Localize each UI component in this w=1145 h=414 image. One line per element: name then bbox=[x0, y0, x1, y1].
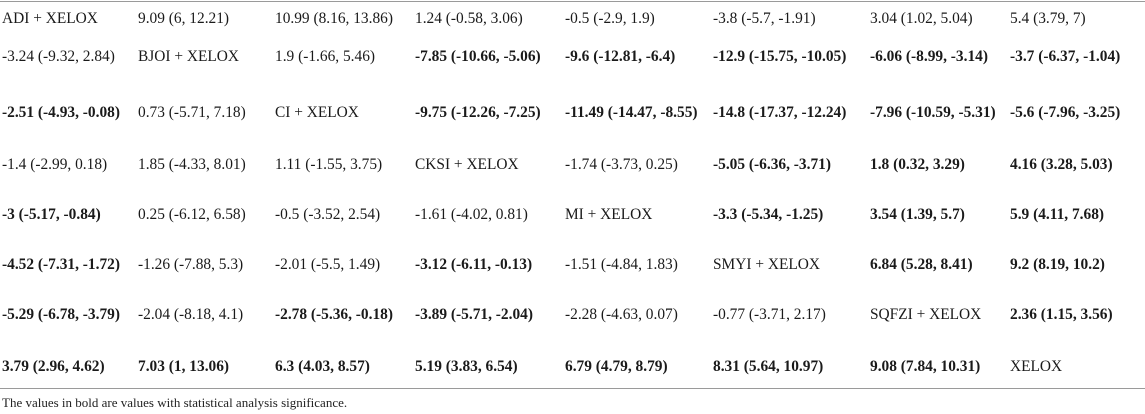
table-cell: -3.7 (-6.37, -1.04) bbox=[1010, 48, 1121, 65]
table-cell: -5.6 (-7.96, -3.25) bbox=[1010, 104, 1121, 121]
table-cell: -1.74 (-3.73, 0.25) bbox=[565, 156, 678, 173]
table-cell: -3.8 (-5.7, -1.91) bbox=[713, 10, 816, 27]
table-cell: 5.19 (3.83, 6.54) bbox=[415, 358, 518, 375]
table-cell: -2.78 (-5.36, -0.18) bbox=[275, 306, 393, 323]
table-cell: 7.03 (1, 13.06) bbox=[138, 358, 230, 375]
table-cell: 3.04 (1.02, 5.04) bbox=[870, 10, 973, 27]
table-footnote: The values in bold are values with stati… bbox=[2, 395, 348, 410]
table-cell: 10.99 (8.16, 13.86) bbox=[275, 10, 393, 27]
table-cell: -1.51 (-4.84, 1.83) bbox=[565, 256, 678, 273]
table-cell: -1.4 (-2.99, 0.18) bbox=[2, 156, 108, 173]
table-cell: -3.89 (-5.71, -2.04) bbox=[415, 306, 533, 323]
table-cell: 6.79 (4.79, 8.79) bbox=[565, 358, 668, 375]
table-cell: -0.5 (-3.52, 2.54) bbox=[275, 206, 381, 223]
table-cell: 8.31 (5.64, 10.97) bbox=[713, 358, 824, 375]
table-cell: 6.84 (5.28, 8.41) bbox=[870, 256, 973, 273]
table-cell: 0.73 (-5.71, 7.18) bbox=[138, 104, 246, 121]
table-cell: 0.25 (-6.12, 6.58) bbox=[138, 206, 246, 223]
treatment-label-cell: CI + XELOX bbox=[275, 104, 359, 121]
table-cell: -3.12 (-6.11, -0.13) bbox=[415, 256, 533, 273]
table-cell: 1.24 (-0.58, 3.06) bbox=[415, 10, 523, 27]
table-cell: 1.85 (-4.33, 8.01) bbox=[138, 156, 246, 173]
table-cell: 5.9 (4.11, 7.68) bbox=[1010, 206, 1105, 223]
table-cell: -6.06 (-8.99, -3.14) bbox=[870, 48, 988, 65]
table-cell: -3 (-5.17, -0.84) bbox=[2, 206, 101, 223]
table-row: -5.29 (-6.78, -3.79) -2.04 (-8.18, 4.1) -2… bbox=[0, 304, 1145, 356]
table-cell: 3.54 (1.39, 5.7) bbox=[870, 206, 965, 223]
table-row: -4.52 (-7.31, -1.72) -1.26 (-7.88, 5.3) -2… bbox=[0, 254, 1145, 304]
treatment-label-cell: BJOI + XELOX bbox=[138, 48, 240, 65]
table-cell: -9.75 (-12.26, -7.25) bbox=[415, 104, 541, 121]
table-cell: 1.9 (-1.66, 5.46) bbox=[275, 48, 376, 65]
table-cell: -9.6 (-12.81, -6.4) bbox=[565, 48, 676, 65]
table-cell: -4.52 (-7.31, -1.72) bbox=[2, 256, 120, 273]
table-cell: -0.5 (-2.9, 1.9) bbox=[565, 10, 655, 27]
table-cell: -5.29 (-6.78, -3.79) bbox=[2, 306, 120, 323]
table-row: -2.51 (-4.93, -0.08) 0.73 (-5.71, 7.18) CI… bbox=[0, 102, 1145, 154]
table-cell: -2.04 (-8.18, 4.1) bbox=[138, 306, 244, 323]
league-table: ADI + XELOX 9.09 (6, 12.21) 10.99 (8.16, 1… bbox=[0, 8, 1145, 396]
table-row: -1.4 (-2.99, 0.18) 1.85 (-4.33, 8.01) 1.11… bbox=[0, 154, 1145, 204]
table-cell: 5.4 (3.79, 7) bbox=[1010, 10, 1086, 27]
table-cell: -14.8 (-17.37, -12.24) bbox=[713, 104, 847, 121]
table-cell: -3.3 (-5.34, -1.25) bbox=[713, 206, 824, 223]
bottom-rule bbox=[0, 388, 1145, 389]
table-cell: -2.28 (-4.63, 0.07) bbox=[565, 306, 678, 323]
table-row: 3.79 (2.96, 4.62) 7.03 (1, 13.06) 6.3 (4.0… bbox=[0, 356, 1145, 396]
table-cell: 6.3 (4.03, 8.57) bbox=[275, 358, 370, 375]
top-rule bbox=[0, 1, 1145, 2]
table-cell: 3.79 (2.96, 4.62) bbox=[2, 358, 105, 375]
table-cell: -5.05 (-6.36, -3.71) bbox=[713, 156, 831, 173]
treatment-label-cell: MI + XELOX bbox=[565, 206, 653, 223]
table-cell: -0.77 (-3.71, 2.17) bbox=[713, 306, 826, 323]
table-cell: 1.11 (-1.55, 3.75) bbox=[275, 156, 383, 173]
treatment-label-cell: XELOX bbox=[1010, 358, 1063, 375]
table-cell: 1.8 (0.32, 3.29) bbox=[870, 156, 965, 173]
treatment-label-cell: ADI + XELOX bbox=[2, 10, 98, 27]
table-cell: -12.9 (-15.75, -10.05) bbox=[713, 48, 847, 65]
treatment-label-cell: SMYI + XELOX bbox=[713, 256, 821, 273]
table-cell: -11.49 (-14.47, -8.55) bbox=[565, 104, 698, 121]
table-row: ADI + XELOX 9.09 (6, 12.21) 10.99 (8.16, 1… bbox=[0, 8, 1145, 46]
table-cell: -7.85 (-10.66, -5.06) bbox=[415, 48, 541, 65]
table-cell: -1.61 (-4.02, 0.81) bbox=[415, 206, 528, 223]
table-cell: 4.16 (3.28, 5.03) bbox=[1010, 156, 1113, 173]
table-cell: 9.09 (6, 12.21) bbox=[138, 10, 230, 27]
table-cell: -7.96 (-10.59, -5.31) bbox=[870, 104, 996, 121]
table-row: -3.24 (-9.32, 2.84) BJOI + XELOX 1.9 (-1.6… bbox=[0, 46, 1145, 102]
table-cell: 9.08 (7.84, 10.31) bbox=[870, 358, 981, 375]
table-cell: 9.2 (8.19, 10.2) bbox=[1010, 256, 1105, 273]
table-cell: -2.51 (-4.93, -0.08) bbox=[2, 104, 120, 121]
treatment-label-cell: SQFZI + XELOX bbox=[870, 306, 982, 323]
table-row: -3 (-5.17, -0.84) 0.25 (-6.12, 6.58) -0.5 … bbox=[0, 204, 1145, 254]
table-cell: 2.36 (1.15, 3.56) bbox=[1010, 306, 1113, 323]
table-cell: -1.26 (-7.88, 5.3) bbox=[138, 256, 244, 273]
table-cell: -3.24 (-9.32, 2.84) bbox=[2, 48, 115, 65]
treatment-label-cell: CKSI + XELOX bbox=[415, 156, 519, 173]
table-cell: -2.01 (-5.5, 1.49) bbox=[275, 256, 381, 273]
